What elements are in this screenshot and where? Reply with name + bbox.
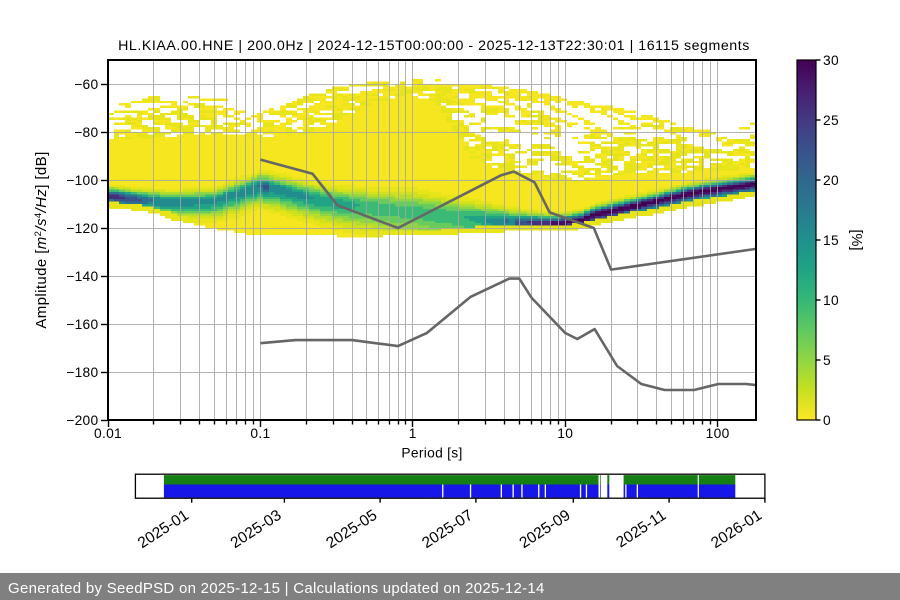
svg-text:−80: −80 bbox=[74, 125, 98, 140]
svg-text:Amplitude [m2/s4/Hz] [dB]: Amplitude [m2/s4/Hz] [dB] bbox=[33, 151, 51, 328]
svg-text:10: 10 bbox=[557, 426, 573, 441]
svg-text:−180: −180 bbox=[66, 365, 98, 380]
svg-text:Period [s]: Period [s] bbox=[401, 446, 462, 461]
svg-text:HL.KIAA.00.HNE | 200.0Hz | 202: HL.KIAA.00.HNE | 200.0Hz | 2024-12-15T00… bbox=[118, 38, 750, 54]
svg-text:−120: −120 bbox=[66, 221, 98, 236]
svg-text:[%]: [%] bbox=[848, 230, 864, 251]
svg-text:−60: −60 bbox=[74, 77, 98, 92]
svg-text:−140: −140 bbox=[66, 269, 98, 284]
svg-text:25: 25 bbox=[823, 113, 839, 128]
svg-text:20: 20 bbox=[823, 173, 839, 188]
svg-text:10: 10 bbox=[823, 293, 839, 308]
svg-text:5: 5 bbox=[823, 353, 831, 368]
svg-text:0.1: 0.1 bbox=[250, 426, 270, 441]
svg-text:15: 15 bbox=[823, 233, 839, 248]
svg-text:0: 0 bbox=[823, 413, 831, 428]
svg-text:1: 1 bbox=[409, 426, 417, 441]
svg-text:Generated by SeedPSD on 2025-1: Generated by SeedPSD on 2025-12-15 | Cal… bbox=[8, 580, 545, 597]
svg-text:0.01: 0.01 bbox=[94, 426, 122, 441]
svg-text:−160: −160 bbox=[66, 317, 98, 332]
svg-text:30: 30 bbox=[823, 53, 839, 68]
svg-text:100: 100 bbox=[706, 426, 730, 441]
svg-text:−200: −200 bbox=[66, 413, 98, 428]
svg-text:−100: −100 bbox=[66, 173, 98, 188]
